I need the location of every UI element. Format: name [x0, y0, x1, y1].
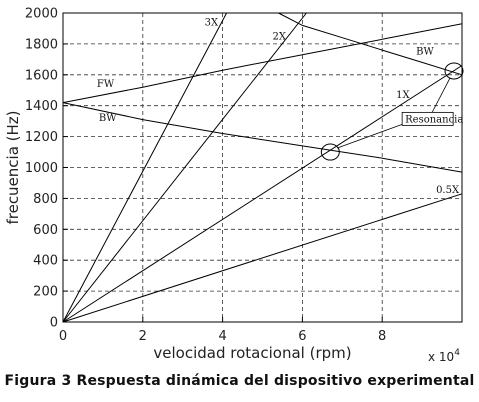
series-line-1x	[62, 65, 463, 323]
y-tick-label: 2000	[25, 7, 58, 22]
series-line-fw	[62, 23, 463, 104]
x-axis-label: velocidad rotacional (rpm)	[153, 344, 351, 362]
x-axis-multiplier-exponent: 4	[454, 348, 460, 358]
resonance-leader-line	[431, 77, 451, 113]
series-line-3x	[62, 12, 228, 323]
series-label: 2X	[272, 31, 286, 42]
y-axis-label: frecuencia (Hz)	[4, 110, 22, 224]
y-tick-label: 1400	[25, 99, 58, 114]
resonance-label: Resonancia	[405, 114, 463, 125]
plot-frame	[62, 12, 463, 323]
y-tick-label: 1200	[25, 130, 58, 145]
resonance-label-box	[401, 111, 454, 126]
resonance-marker	[320, 143, 340, 161]
resonance-marker	[444, 62, 464, 80]
grid	[62, 12, 462, 323]
series-line-bw-1	[278, 12, 463, 76]
y-tick-label: 600	[33, 223, 58, 238]
annotation-layer: Resonancia	[320, 62, 464, 161]
y-tick-label: 0	[50, 316, 58, 331]
chart: 3X 2X 1X 0.5X FW BW BW Resonancia 0 2 4 6 8 0 200 400…	[4, 7, 464, 364]
x-axis-multiplier: x 104	[428, 348, 460, 364]
y-tick-label: 800	[33, 192, 58, 207]
y-tick-label: 1000	[25, 161, 58, 176]
series-label: 0.5X	[436, 185, 460, 196]
series-line-bw-0	[62, 102, 463, 173]
resonance-leader-line	[337, 124, 403, 149]
x-tick-label: 6	[298, 329, 306, 344]
series-label: FW	[97, 79, 115, 90]
x-tick-label: 0	[59, 329, 67, 344]
series-label: BW	[99, 113, 117, 124]
series-label: 3X	[205, 17, 219, 28]
series-label: 1X	[396, 90, 410, 101]
series-line-2x	[62, 12, 307, 323]
y-tick-label: 200	[33, 285, 58, 300]
x-tick-label: 8	[378, 329, 386, 344]
y-tick-label: 400	[33, 254, 58, 269]
tick-labels: 0 2 4 6 8 0 200 400 600 800 1000 1200 1400 1600 1800 20…	[25, 7, 386, 345]
series-layer: 3X 2X 1X 0.5X FW BW BW	[62, 12, 463, 323]
y-tick-label: 1600	[25, 68, 58, 83]
figure-caption: Figura 3 Respuesta dinámica del disposit…	[4, 373, 475, 389]
y-tick-label: 1800	[25, 37, 58, 52]
x-tick-label: 4	[218, 329, 226, 344]
x-tick-label: 2	[139, 329, 147, 344]
series-line-0-5x	[62, 193, 463, 323]
series-label: BW	[416, 47, 434, 58]
